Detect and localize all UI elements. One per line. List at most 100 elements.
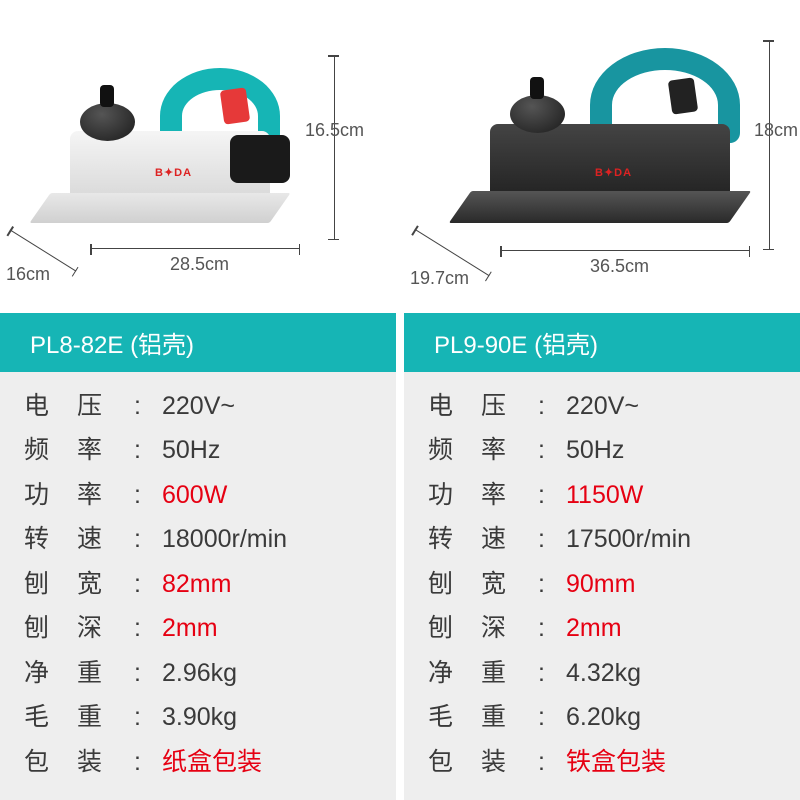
spec-label: 电压 xyxy=(24,384,134,429)
spec-colon: : xyxy=(538,740,566,785)
spec-value: 铁盒包装 xyxy=(566,740,776,785)
spec-row: 电压:220V~ xyxy=(428,384,776,429)
spec-row: 频率:50Hz xyxy=(24,428,372,473)
planer-tool-right: B✦DA xyxy=(460,191,740,223)
spec-row: 转速:18000r/min xyxy=(24,517,372,562)
spec-column-right: PL9-90E (铝壳) 电压:220V~频率:50Hz功率:1150W转速:1… xyxy=(404,313,800,800)
spec-value: 220V~ xyxy=(162,384,372,429)
spec-value: 3.90kg xyxy=(162,695,372,740)
spec-row: 功率:1150W xyxy=(428,473,776,518)
spec-colon: : xyxy=(538,562,566,607)
spec-label: 包装 xyxy=(24,740,134,785)
spec-label: 转速 xyxy=(428,517,538,562)
spec-colon: : xyxy=(538,473,566,518)
tool-base-plate xyxy=(449,191,751,223)
spec-colon: : xyxy=(538,517,566,562)
spec-label: 净重 xyxy=(428,651,538,696)
tool-base-plate xyxy=(29,193,290,223)
spec-value: 4.32kg xyxy=(566,651,776,696)
specs-area: PL8-82E (铝壳) 电压:220V~频率:50Hz功率:600W转速:18… xyxy=(0,313,800,800)
spec-colon: : xyxy=(134,517,162,562)
spec-row: 包装:铁盒包装 xyxy=(428,740,776,785)
spec-label: 刨宽 xyxy=(428,562,538,607)
spec-value: 600W xyxy=(162,473,372,518)
dim-line-length xyxy=(500,250,750,251)
spec-value: 2.96kg xyxy=(162,651,372,696)
tool-trigger xyxy=(668,77,698,114)
spec-column-left: PL8-82E (铝壳) 电压:220V~频率:50Hz功率:600W转速:18… xyxy=(0,313,396,800)
spec-label: 电压 xyxy=(428,384,538,429)
spec-colon: : xyxy=(134,562,162,607)
brand-label: B✦DA xyxy=(595,166,632,179)
spec-value: 1150W xyxy=(566,473,776,518)
spec-colon: : xyxy=(538,606,566,651)
spec-value: 2mm xyxy=(566,606,776,651)
dim-length-left: 28.5cm xyxy=(170,254,229,275)
brand-label: B✦DA xyxy=(155,166,192,179)
spec-label: 转速 xyxy=(24,517,134,562)
dim-depth-right: 19.7cm xyxy=(410,268,469,289)
spec-row: 频率:50Hz xyxy=(428,428,776,473)
spec-value: 50Hz xyxy=(162,428,372,473)
spec-colon: : xyxy=(134,473,162,518)
spec-header-right: PL9-90E (铝壳) xyxy=(404,313,800,372)
spec-row: 净重:2.96kg xyxy=(24,651,372,696)
dim-height-left: 16.5cm xyxy=(305,120,364,141)
spec-value: 90mm xyxy=(566,562,776,607)
spec-row: 电压:220V~ xyxy=(24,384,372,429)
spec-row: 功率:600W xyxy=(24,473,372,518)
spec-colon: : xyxy=(134,428,162,473)
spec-value: 220V~ xyxy=(566,384,776,429)
spec-colon: : xyxy=(134,651,162,696)
spec-label: 包装 xyxy=(428,740,538,785)
spec-label: 刨宽 xyxy=(24,562,134,607)
tool-trigger xyxy=(220,87,250,124)
dim-line-length xyxy=(90,248,300,249)
spec-value: 50Hz xyxy=(566,428,776,473)
spec-row: 刨宽:82mm xyxy=(24,562,372,607)
spec-header-left: PL8-82E (铝壳) xyxy=(0,313,396,372)
spec-row: 净重:4.32kg xyxy=(428,651,776,696)
spec-value: 18000r/min xyxy=(162,517,372,562)
spec-label: 频率 xyxy=(24,428,134,473)
spec-row: 刨深:2mm xyxy=(24,606,372,651)
spec-body-left: 电压:220V~频率:50Hz功率:600W转速:18000r/min刨宽:82… xyxy=(0,372,396,800)
dim-line-height xyxy=(769,40,770,250)
products-illustration-area: B✦DA 16.5cm 28.5cm 16cm B✦DA 18cm 36.5cm… xyxy=(0,0,800,313)
spec-value: 82mm xyxy=(162,562,372,607)
spec-colon: : xyxy=(538,428,566,473)
spec-colon: : xyxy=(134,740,162,785)
spec-label: 功率 xyxy=(428,473,538,518)
product-left: B✦DA 16.5cm 28.5cm 16cm xyxy=(0,0,400,313)
spec-colon: : xyxy=(134,384,162,429)
spec-row: 包装:纸盒包装 xyxy=(24,740,372,785)
spec-value: 17500r/min xyxy=(566,517,776,562)
spec-row: 毛重:6.20kg xyxy=(428,695,776,740)
spec-colon: : xyxy=(538,651,566,696)
spec-label: 净重 xyxy=(24,651,134,696)
spec-row: 转速:17500r/min xyxy=(428,517,776,562)
spec-colon: : xyxy=(538,695,566,740)
dim-line-height xyxy=(334,55,335,240)
spec-colon: : xyxy=(134,695,162,740)
tool-body xyxy=(490,124,730,199)
spec-row: 刨宽:90mm xyxy=(428,562,776,607)
dim-depth-left: 16cm xyxy=(6,264,50,285)
tool-depth-knob xyxy=(80,103,135,141)
spec-body-right: 电压:220V~频率:50Hz功率:1150W转速:17500r/min刨宽:9… xyxy=(404,372,800,800)
spec-label: 功率 xyxy=(24,473,134,518)
spec-value: 2mm xyxy=(162,606,372,651)
spec-label: 毛重 xyxy=(428,695,538,740)
spec-colon: : xyxy=(538,384,566,429)
spec-label: 频率 xyxy=(428,428,538,473)
spec-value: 6.20kg xyxy=(566,695,776,740)
spec-label: 毛重 xyxy=(24,695,134,740)
planer-tool-left: B✦DA xyxy=(40,193,280,223)
tool-depth-knob xyxy=(510,95,565,133)
spec-row: 刨深:2mm xyxy=(428,606,776,651)
spec-label: 刨深 xyxy=(428,606,538,651)
spec-value: 纸盒包装 xyxy=(162,740,372,785)
dim-length-right: 36.5cm xyxy=(590,256,649,277)
spec-colon: : xyxy=(134,606,162,651)
product-right: B✦DA 18cm 36.5cm 19.7cm xyxy=(400,0,800,313)
